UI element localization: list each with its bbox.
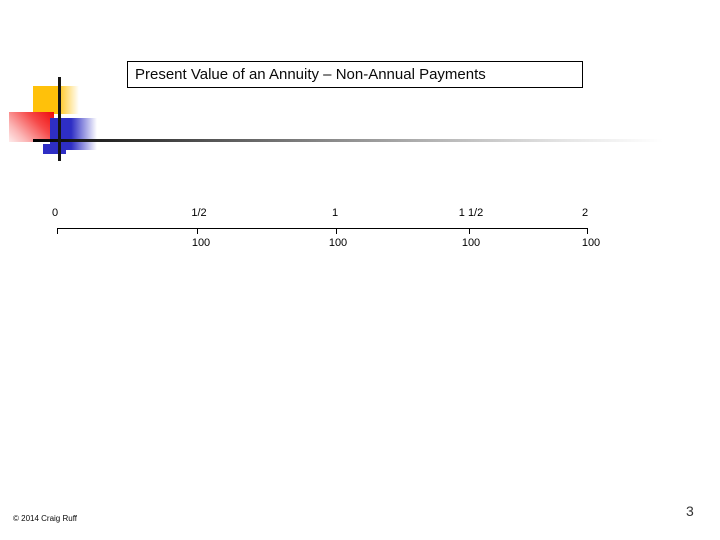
timeline-tick bbox=[57, 228, 58, 234]
timeline-period-label: 1/2 bbox=[191, 207, 207, 219]
slide-title-box: Present Value of an Annuity – Non-Annual… bbox=[127, 61, 583, 88]
ornament-vertical-rule bbox=[58, 77, 61, 161]
ornament-red-square bbox=[9, 112, 54, 142]
ornament-blue-square-small bbox=[43, 144, 66, 154]
timeline-payment-label: 100 bbox=[191, 237, 211, 249]
page-number: 3 bbox=[686, 503, 694, 519]
timeline-tick bbox=[336, 228, 337, 234]
slide-title: Present Value of an Annuity – Non-Annual… bbox=[135, 66, 486, 83]
ornament-yellow-square bbox=[33, 86, 79, 114]
timeline-payment-label: 100 bbox=[581, 237, 601, 249]
timeline-axis bbox=[57, 228, 588, 229]
timeline-period-label: 1 1/2 bbox=[458, 207, 484, 219]
copyright-footer: © 2014 Craig Ruff bbox=[13, 514, 78, 523]
timeline-tick bbox=[197, 228, 198, 234]
timeline-period-label: 2 bbox=[581, 207, 589, 219]
timeline-tick bbox=[587, 228, 588, 234]
timeline-payment-label: 100 bbox=[328, 237, 348, 249]
timeline-period-label: 0 bbox=[51, 207, 59, 219]
timeline-tick bbox=[469, 228, 470, 234]
timeline-period-label: 1 bbox=[331, 207, 339, 219]
timeline-payment-label: 100 bbox=[461, 237, 481, 249]
ornament-horizontal-rule bbox=[33, 139, 663, 142]
